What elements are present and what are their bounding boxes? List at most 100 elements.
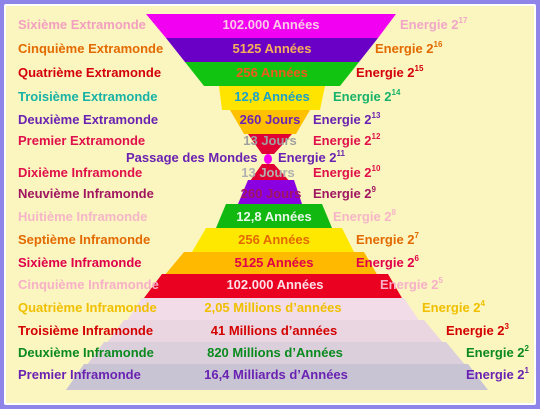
level-bar bbox=[66, 364, 488, 390]
energy-base: Energie 2 bbox=[333, 89, 392, 104]
energy-exponent: 5 bbox=[438, 276, 443, 285]
level-duration: 13 Jours bbox=[241, 165, 295, 180]
level-energy: Energie 24 bbox=[422, 299, 485, 318]
level-duration: 41 Millions d’années bbox=[210, 323, 338, 338]
level-duration: 5125 Années bbox=[232, 41, 312, 56]
level-duration: 102.000 Années bbox=[226, 277, 324, 292]
level-duration: 13 Jours bbox=[243, 133, 297, 148]
level-name: Premier Extramonde bbox=[18, 133, 146, 148]
level-name: Sixième Inframonde bbox=[18, 255, 142, 270]
energy-base: Energie 2 bbox=[375, 41, 434, 56]
level-duration: 260 Jours bbox=[240, 186, 302, 201]
energy-base: Energie 2 bbox=[278, 150, 337, 165]
level-energy: Energie 23 bbox=[446, 322, 509, 341]
level-energy: Energie 28 bbox=[333, 208, 396, 227]
level-name: Premier Inframonde bbox=[18, 367, 141, 382]
energy-exponent: 12 bbox=[371, 132, 381, 141]
level-name: Septième Inframonde bbox=[18, 232, 151, 247]
level-energy: Energie 210 bbox=[313, 164, 381, 183]
level-energy: Energie 212 bbox=[313, 132, 381, 151]
energy-exponent: 16 bbox=[433, 40, 443, 49]
level-energy: Energie 213 bbox=[313, 111, 381, 130]
level-name: Deuxième Inframonde bbox=[18, 345, 154, 360]
energy-exponent: 15 bbox=[414, 64, 424, 73]
energy-base: Energie 2 bbox=[333, 209, 392, 224]
energy-exponent: 2 bbox=[524, 344, 529, 353]
passage-energy: Energie 211 bbox=[278, 149, 345, 168]
level-duration: 16,4 Milliards d’Années bbox=[204, 367, 348, 382]
level-energy: Energie 214 bbox=[333, 88, 401, 107]
energy-base: Energie 2 bbox=[422, 300, 481, 315]
energy-exponent: 14 bbox=[391, 88, 401, 97]
energy-base: Energie 2 bbox=[356, 65, 415, 80]
energy-base: Energie 2 bbox=[356, 255, 415, 270]
level-bar bbox=[185, 62, 359, 86]
level-name: Dixième Inframonde bbox=[18, 165, 143, 180]
level-bar bbox=[219, 86, 325, 110]
level-energy: Energie 22 bbox=[466, 344, 529, 363]
level-energy: Energie 216 bbox=[375, 40, 443, 59]
energy-base: Energie 2 bbox=[313, 133, 372, 148]
level-bar bbox=[126, 298, 420, 322]
level-name: Quatrième Inframonde bbox=[18, 300, 157, 315]
level-bar bbox=[164, 252, 378, 276]
level-energy: Energie 26 bbox=[356, 254, 419, 273]
passage-point-icon bbox=[264, 154, 272, 164]
energy-exponent: 17 bbox=[458, 16, 468, 25]
passage-label: Passage des Mondes bbox=[126, 150, 258, 165]
level-duration: 12,8 Années bbox=[236, 209, 312, 224]
energy-exponent: 7 bbox=[414, 231, 419, 240]
energy-exponent: 4 bbox=[480, 299, 485, 308]
energy-exponent: 3 bbox=[504, 322, 509, 331]
level-energy: Energie 29 bbox=[313, 185, 376, 204]
energy-base: Energie 2 bbox=[466, 345, 525, 360]
energy-exponent: 1 bbox=[524, 366, 529, 375]
level-duration: 256 Années bbox=[238, 232, 310, 247]
energy-base: Energie 2 bbox=[356, 232, 415, 247]
level-energy: Energie 21 bbox=[466, 366, 529, 385]
level-duration: 2,05 Millions d’années bbox=[204, 300, 342, 315]
level-energy: Energie 215 bbox=[356, 64, 424, 83]
energy-exponent: 11 bbox=[336, 149, 345, 158]
level-duration: 820 Millions d’Années bbox=[207, 345, 343, 360]
level-name: Sixième Extramonde bbox=[18, 17, 146, 32]
energy-base: Energie 2 bbox=[446, 323, 505, 338]
energy-base: Energie 2 bbox=[313, 186, 372, 201]
level-energy: Energie 27 bbox=[356, 231, 419, 250]
level-duration: 260 Jours bbox=[239, 112, 301, 127]
level-bar bbox=[144, 274, 402, 298]
energy-exponent: 9 bbox=[371, 185, 376, 194]
energy-exponent: 8 bbox=[391, 208, 396, 217]
level-bar bbox=[216, 204, 332, 228]
level-duration: 256 Années bbox=[236, 65, 308, 80]
level-duration: 102.000 Années bbox=[222, 17, 320, 32]
level-bar bbox=[192, 228, 354, 252]
level-name: Troisième Extramonde bbox=[18, 89, 158, 104]
level-name: Troisième Inframonde bbox=[18, 323, 154, 338]
level-name: Deuxième Extramonde bbox=[18, 112, 159, 127]
energy-base: Energie 2 bbox=[466, 367, 525, 382]
level-name: Cinquième Extramonde bbox=[18, 41, 164, 56]
level-bar bbox=[230, 110, 310, 134]
energy-base: Energie 2 bbox=[313, 165, 372, 180]
level-bar bbox=[166, 38, 378, 62]
energy-exponent: 10 bbox=[371, 164, 381, 173]
level-duration: 12,8 Années bbox=[234, 89, 310, 104]
energy-exponent: 6 bbox=[414, 254, 419, 263]
level-bar bbox=[146, 14, 396, 38]
level-duration: 5125 Années bbox=[234, 255, 314, 270]
level-name: Huitième Inframonde bbox=[18, 209, 148, 224]
level-energy: Energie 25 bbox=[380, 276, 443, 295]
energy-base: Energie 2 bbox=[380, 277, 439, 292]
level-name: Cinquième Inframonde bbox=[18, 277, 159, 292]
level-energy: Energie 217 bbox=[400, 16, 468, 35]
level-bar bbox=[238, 180, 302, 204]
level-bar bbox=[106, 320, 444, 344]
level-name: Neuvième Inframonde bbox=[18, 186, 154, 201]
level-name: Quatrième Extramonde bbox=[18, 65, 162, 80]
level-bar bbox=[86, 342, 466, 366]
energy-base: Energie 2 bbox=[313, 112, 372, 127]
energy-exponent: 13 bbox=[371, 111, 381, 120]
energy-base: Energie 2 bbox=[400, 17, 459, 32]
